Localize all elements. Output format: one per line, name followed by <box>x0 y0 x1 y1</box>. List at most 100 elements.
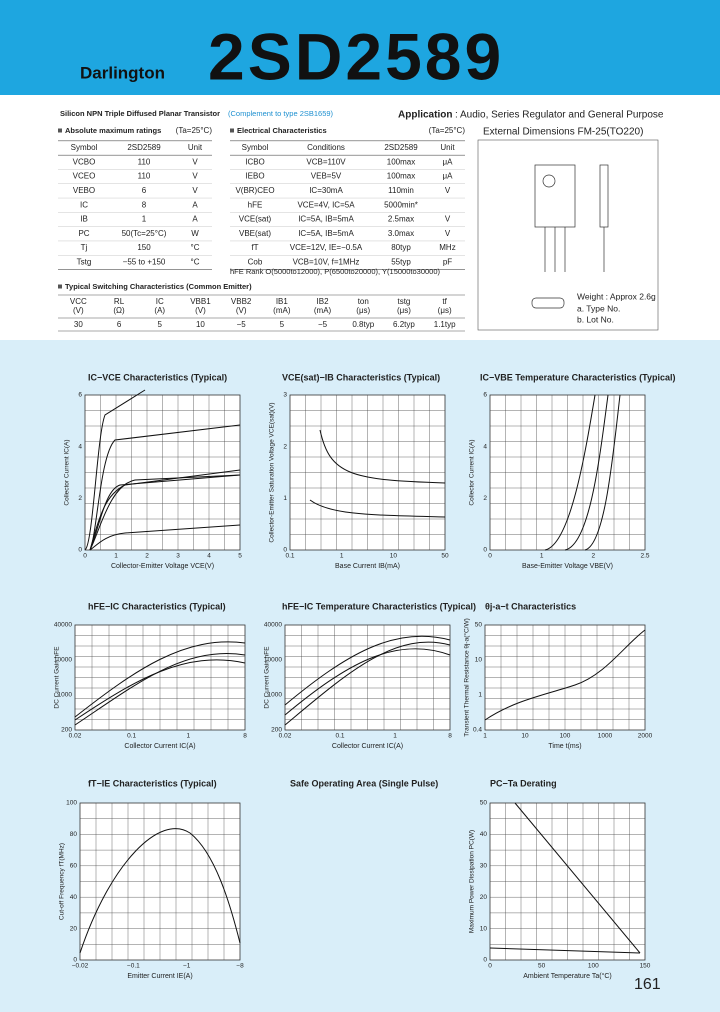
chart-curves <box>79 828 241 954</box>
x-axis-label: Collector-Emitter Voltage VCE(V) <box>111 563 214 570</box>
table-cell: 110min <box>388 186 414 195</box>
y-tick-label: 80 <box>70 831 78 838</box>
x-tick-label: 1 <box>540 553 544 560</box>
switching-value: 30 <box>74 320 83 329</box>
table-cell: PC <box>78 229 89 238</box>
y-tick-label: 2 <box>483 495 487 502</box>
table-header: 2SD2589 <box>384 143 418 152</box>
chart-grid <box>75 625 245 730</box>
curve <box>74 641 246 718</box>
table-header: Unit <box>188 143 203 152</box>
y-tick-label: 20 <box>480 894 488 901</box>
table-cell: 55typ <box>391 258 411 267</box>
table-cell: 2.5max <box>388 215 414 224</box>
y-tick-label: 10000 <box>264 657 282 664</box>
chart-curves <box>84 389 241 551</box>
switching-unit: (μs) <box>397 306 411 315</box>
chart-curves <box>284 635 451 726</box>
table-header: Conditions <box>307 143 345 152</box>
table-cell: VCE=12V, IE=−0.5A <box>290 243 363 252</box>
table-cell: °C <box>191 258 200 267</box>
table-cell: 80typ <box>391 243 411 252</box>
curve <box>89 474 241 551</box>
table-header: 2SD2589 <box>127 143 161 152</box>
curve <box>79 828 241 954</box>
x-tick-label: 10 <box>390 553 398 560</box>
curve <box>544 394 596 551</box>
table-cell: IC=5A, IB=5mA <box>298 229 354 238</box>
x-tick-label: 1 <box>114 553 118 560</box>
x-axis-label: Base-Emitter Voltage VBE(V) <box>522 563 613 570</box>
package-drawing <box>531 164 609 309</box>
x-tick-label: 1 <box>393 733 397 740</box>
switching-header: IB1 <box>276 297 289 306</box>
y-axis-label: Transient Thermal Resistance θj-a(°C/W) <box>463 618 471 737</box>
switching-value: 6.2typ <box>393 320 415 329</box>
abs-max-title: Absolute maximum ratings <box>65 126 161 135</box>
y-tick-label: 1000 <box>268 692 283 699</box>
x-tick-label: 0 <box>488 553 492 560</box>
curve <box>319 429 446 484</box>
y-tick-label: 6 <box>483 392 487 399</box>
dimensions-frame <box>477 139 659 331</box>
y-tick-label: 2 <box>78 495 82 502</box>
table-cell: Tstg <box>77 258 92 267</box>
x-tick-label: 100 <box>588 963 599 970</box>
x-tick-label: 0.1 <box>285 553 294 560</box>
x-tick-label: 1 <box>187 733 191 740</box>
table-cell: 5000min* <box>384 200 418 209</box>
table-cell: ICBO <box>245 157 265 166</box>
x-tick-label: 0 <box>488 963 492 970</box>
x-axis-label: Ambient Temperature Ta(°C) <box>523 972 612 980</box>
chart-grid <box>490 803 645 960</box>
switching-header: tstg <box>397 297 410 306</box>
chart-curves <box>544 394 621 551</box>
chart-grid <box>490 395 645 550</box>
x-tick-label: 0.1 <box>127 733 136 740</box>
x-tick-label: 1000 <box>598 733 613 740</box>
table-cell: IEBO <box>245 172 264 181</box>
y-tick-label: 3 <box>283 392 287 399</box>
curve <box>84 389 146 551</box>
y-tick-label: 60 <box>70 863 78 870</box>
y-tick-label: 50 <box>480 800 488 807</box>
curve <box>89 474 241 551</box>
table-cell: VEB=5V <box>311 172 342 181</box>
table-cell: W <box>191 229 199 238</box>
hfe-rank: hFE Rank O(5000to12000), P(6500to20000),… <box>230 267 441 276</box>
switching-header: tf <box>442 297 447 306</box>
y-tick-label: 10000 <box>54 657 72 664</box>
chart-title: hFE−IC Characteristics (Typical) <box>88 601 226 611</box>
table-cell: 110 <box>138 172 151 181</box>
table-cell: IC <box>80 200 88 209</box>
switching-unit: (μs) <box>356 306 370 315</box>
x-axis-label: Collector Current IC(A) <box>124 743 195 750</box>
table-cell: IC=5A, IB=5mA <box>298 215 354 224</box>
switching-unit: (V) <box>195 306 206 315</box>
y-tick-label: 6 <box>78 392 82 399</box>
table-cell: 100max <box>387 157 415 166</box>
table-cell: 8 <box>142 200 147 209</box>
y-tick-label: 10 <box>475 657 483 664</box>
table-cell: 6 <box>142 186 147 195</box>
switching-header: VBB2 <box>231 297 252 306</box>
x-tick-label: 2 <box>145 553 149 560</box>
chart-grid <box>485 625 645 730</box>
y-tick-label: 50 <box>475 622 483 629</box>
y-tick-label: 2 <box>283 443 287 450</box>
header-band <box>0 0 720 95</box>
chart-grid <box>285 625 450 730</box>
curve <box>284 635 451 706</box>
switching-title: Typical Switching Characteristics (Commo… <box>65 282 252 291</box>
curve <box>564 394 609 551</box>
switching-unit: (Ω) <box>113 306 125 315</box>
lot-note: b. Lot No. <box>577 314 614 324</box>
table-cell: 3.0max <box>388 229 414 238</box>
y-tick-label: 40 <box>480 831 488 838</box>
switching-value: 0.8typ <box>352 320 374 329</box>
table-cell: V <box>192 172 198 181</box>
y-tick-label: 200 <box>271 727 282 734</box>
switching-unit: (V) <box>73 306 84 315</box>
y-tick-label: 30 <box>480 863 488 870</box>
